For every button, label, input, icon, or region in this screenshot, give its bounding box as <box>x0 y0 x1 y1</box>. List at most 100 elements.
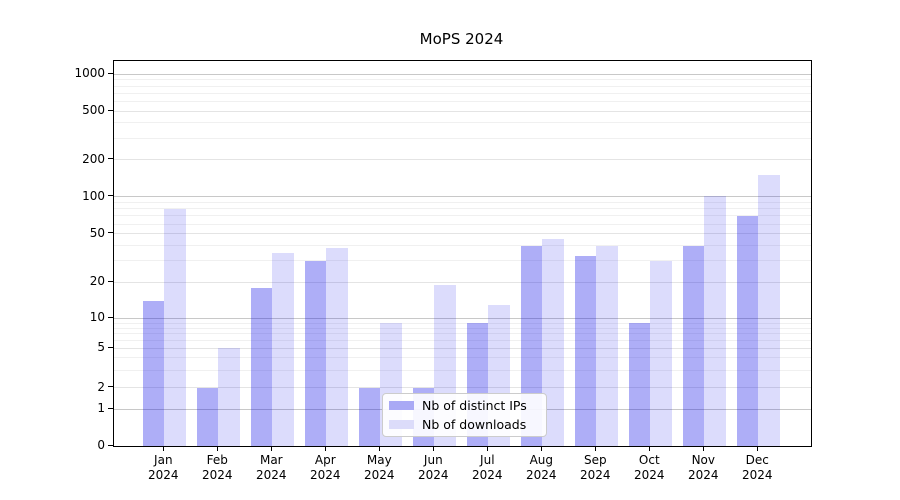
gridline-minor <box>114 347 811 349</box>
y-axis-tick-label: 50 <box>89 225 105 240</box>
gridline-minor <box>114 233 811 235</box>
x-axis-tick <box>433 446 435 451</box>
bar-downloads-apr <box>326 248 348 446</box>
gridline-minor <box>114 260 811 262</box>
x-axis-tick <box>757 446 759 451</box>
y-axis-tick-label: 1000 <box>74 66 105 81</box>
y-axis-tick-label: 200 <box>82 151 105 166</box>
y-axis-tick <box>108 346 113 348</box>
bar-downloads-aug <box>542 239 564 446</box>
y-axis-tick-label: 0 <box>97 438 105 452</box>
bar-distinct-ips-may <box>358 387 381 446</box>
x-axis-tick <box>379 446 381 451</box>
gridline-minor <box>114 92 811 94</box>
gridline-minor <box>114 122 811 124</box>
gridline-minor <box>114 85 811 87</box>
gridline-minor <box>114 159 811 161</box>
legend-swatch-downloads <box>389 419 414 429</box>
y-axis-tick-label: 500 <box>82 103 105 117</box>
y-axis-tick <box>108 316 113 318</box>
chart-title: MoPS 2024 <box>419 30 504 48</box>
legend-label-downloads: Nb of downloads <box>422 416 527 432</box>
y-axis-tick-label: 10 <box>89 310 105 325</box>
gridline-minor <box>114 100 811 102</box>
legend-entry-downloads: Nb of downloads <box>389 415 540 433</box>
bar-distinct-ips-oct <box>628 323 651 446</box>
gridline-minor <box>114 215 811 217</box>
y-axis-tick-label: 1 <box>97 401 105 416</box>
legend-swatch-distinct-ips <box>389 401 414 411</box>
x-axis-tick-label: Jan 2024 <box>148 453 179 482</box>
bar-distinct-ips-feb <box>196 387 219 446</box>
y-axis-tick-label: 100 <box>82 188 105 203</box>
bar-downloads-jan <box>164 208 186 446</box>
gridline-minor <box>114 357 811 359</box>
x-axis-tick <box>487 446 489 451</box>
y-axis-tick <box>108 72 113 74</box>
bar-downloads-oct <box>650 260 672 446</box>
x-axis-tick-label: Apr 2024 <box>310 453 341 482</box>
y-axis-tick <box>108 407 113 409</box>
bar-distinct-ips-dec <box>736 215 759 446</box>
bar-distinct-ips-nov <box>682 245 705 446</box>
bar-downloads-sep <box>596 245 618 446</box>
gridline-major <box>114 196 811 198</box>
bar-downloads-feb <box>218 348 240 446</box>
y-axis-tick-label: 2 <box>97 379 105 394</box>
x-axis-tick-label: Mar 2024 <box>256 453 287 482</box>
gridline-major <box>114 73 811 75</box>
gridline-minor <box>114 333 811 335</box>
gridline-minor <box>114 110 811 112</box>
x-axis-tick <box>703 446 705 451</box>
plot-area <box>113 60 812 447</box>
x-axis-tick <box>271 446 273 451</box>
gridline-major <box>114 317 811 319</box>
bar-downloads-mar <box>272 252 294 446</box>
y-axis-tick-label: 20 <box>89 274 105 289</box>
y-axis-tick-label: 5 <box>97 340 105 355</box>
gridline-minor <box>114 245 811 247</box>
x-axis-tick-label: Aug 2024 <box>526 453 557 482</box>
gridline-minor <box>114 223 811 225</box>
y-axis-tick <box>108 444 113 446</box>
x-axis-tick <box>541 446 543 451</box>
x-axis-tick-label: Jul 2024 <box>472 453 503 482</box>
x-axis-tick-label: Jun 2024 <box>418 453 449 482</box>
bar-distinct-ips-mar <box>250 287 273 446</box>
x-axis-tick-label: Nov 2024 <box>688 453 719 482</box>
x-axis-tick <box>595 446 597 451</box>
y-axis-tick <box>108 386 113 388</box>
y-axis-tick <box>108 232 113 234</box>
gridline-minor <box>114 369 811 371</box>
gridline-minor <box>114 281 811 283</box>
gridline-minor <box>114 322 811 324</box>
gridline-minor <box>114 327 811 329</box>
x-axis-tick-label: Oct 2024 <box>634 453 665 482</box>
y-axis-tick <box>108 195 113 197</box>
gridline-minor <box>114 208 811 210</box>
gridline-minor <box>114 202 811 204</box>
bar-distinct-ips-jan <box>142 301 165 446</box>
bar-downloads-nov <box>704 195 726 446</box>
bar-distinct-ips-sep <box>574 255 597 446</box>
x-axis-tick-label: May 2024 <box>364 453 395 482</box>
bar-downloads-dec <box>758 175 780 446</box>
gridline-minor <box>114 339 811 341</box>
legend-label-distinct-ips: Nb of distinct IPs <box>422 398 527 414</box>
gridline-minor <box>114 137 811 139</box>
x-axis-tick-label: Sep 2024 <box>580 453 611 482</box>
gridline-minor <box>114 79 811 81</box>
x-axis-tick <box>649 446 651 451</box>
y-axis-tick <box>108 109 113 111</box>
x-axis-tick-label: Feb 2024 <box>202 453 233 482</box>
x-axis-tick-label: Dec 2024 <box>742 453 773 482</box>
y-axis-tick <box>108 158 113 160</box>
y-axis-tick <box>108 280 113 282</box>
bar-distinct-ips-apr <box>304 260 327 446</box>
x-axis-tick <box>325 446 327 451</box>
x-axis-tick <box>163 446 165 451</box>
x-axis-tick <box>217 446 219 451</box>
legend-entry-distinct-ips: Nb of distinct IPs <box>389 397 540 415</box>
legend: Nb of distinct IPs Nb of downloads <box>382 393 547 437</box>
